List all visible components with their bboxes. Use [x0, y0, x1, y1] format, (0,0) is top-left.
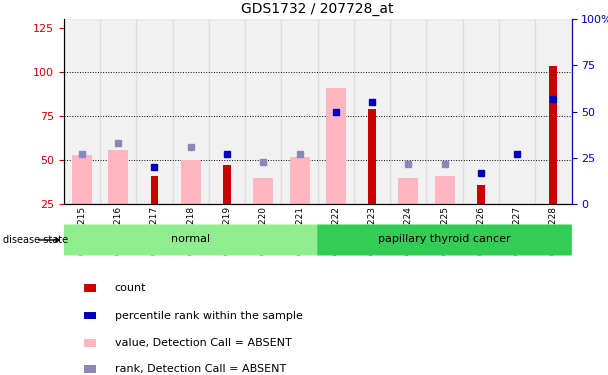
Bar: [535, 19, 572, 204]
Text: disease state: disease state: [3, 235, 68, 245]
Bar: [108, 150, 128, 204]
FancyBboxPatch shape: [63, 225, 318, 255]
Bar: [100, 19, 136, 204]
Bar: [289, 157, 309, 204]
Bar: [499, 19, 535, 204]
Bar: [254, 178, 273, 204]
Text: count: count: [114, 283, 146, 293]
Bar: [368, 109, 376, 204]
Bar: [477, 185, 485, 204]
Text: rank, Detection Call = ABSENT: rank, Detection Call = ABSENT: [114, 364, 286, 374]
Bar: [390, 19, 426, 204]
Bar: [151, 176, 159, 204]
Bar: [435, 176, 455, 204]
Bar: [317, 19, 354, 204]
Bar: [223, 165, 231, 204]
Bar: [426, 19, 463, 204]
Bar: [173, 19, 209, 204]
Text: papillary thyroid cancer: papillary thyroid cancer: [378, 234, 511, 244]
Bar: [209, 19, 245, 204]
Bar: [326, 88, 346, 204]
Bar: [84, 284, 97, 292]
Bar: [354, 19, 390, 204]
Bar: [64, 19, 100, 204]
Text: percentile rank within the sample: percentile rank within the sample: [114, 310, 303, 321]
Bar: [550, 66, 558, 204]
Bar: [463, 19, 499, 204]
FancyBboxPatch shape: [317, 225, 572, 255]
Bar: [84, 339, 97, 346]
Bar: [84, 365, 97, 373]
Bar: [72, 155, 92, 204]
Bar: [181, 160, 201, 204]
Bar: [84, 312, 97, 319]
Text: value, Detection Call = ABSENT: value, Detection Call = ABSENT: [114, 338, 291, 348]
Text: normal: normal: [171, 234, 210, 244]
Bar: [136, 19, 173, 204]
Bar: [282, 19, 317, 204]
Title: GDS1732 / 207728_at: GDS1732 / 207728_at: [241, 2, 394, 16]
Bar: [398, 178, 418, 204]
Bar: [245, 19, 282, 204]
